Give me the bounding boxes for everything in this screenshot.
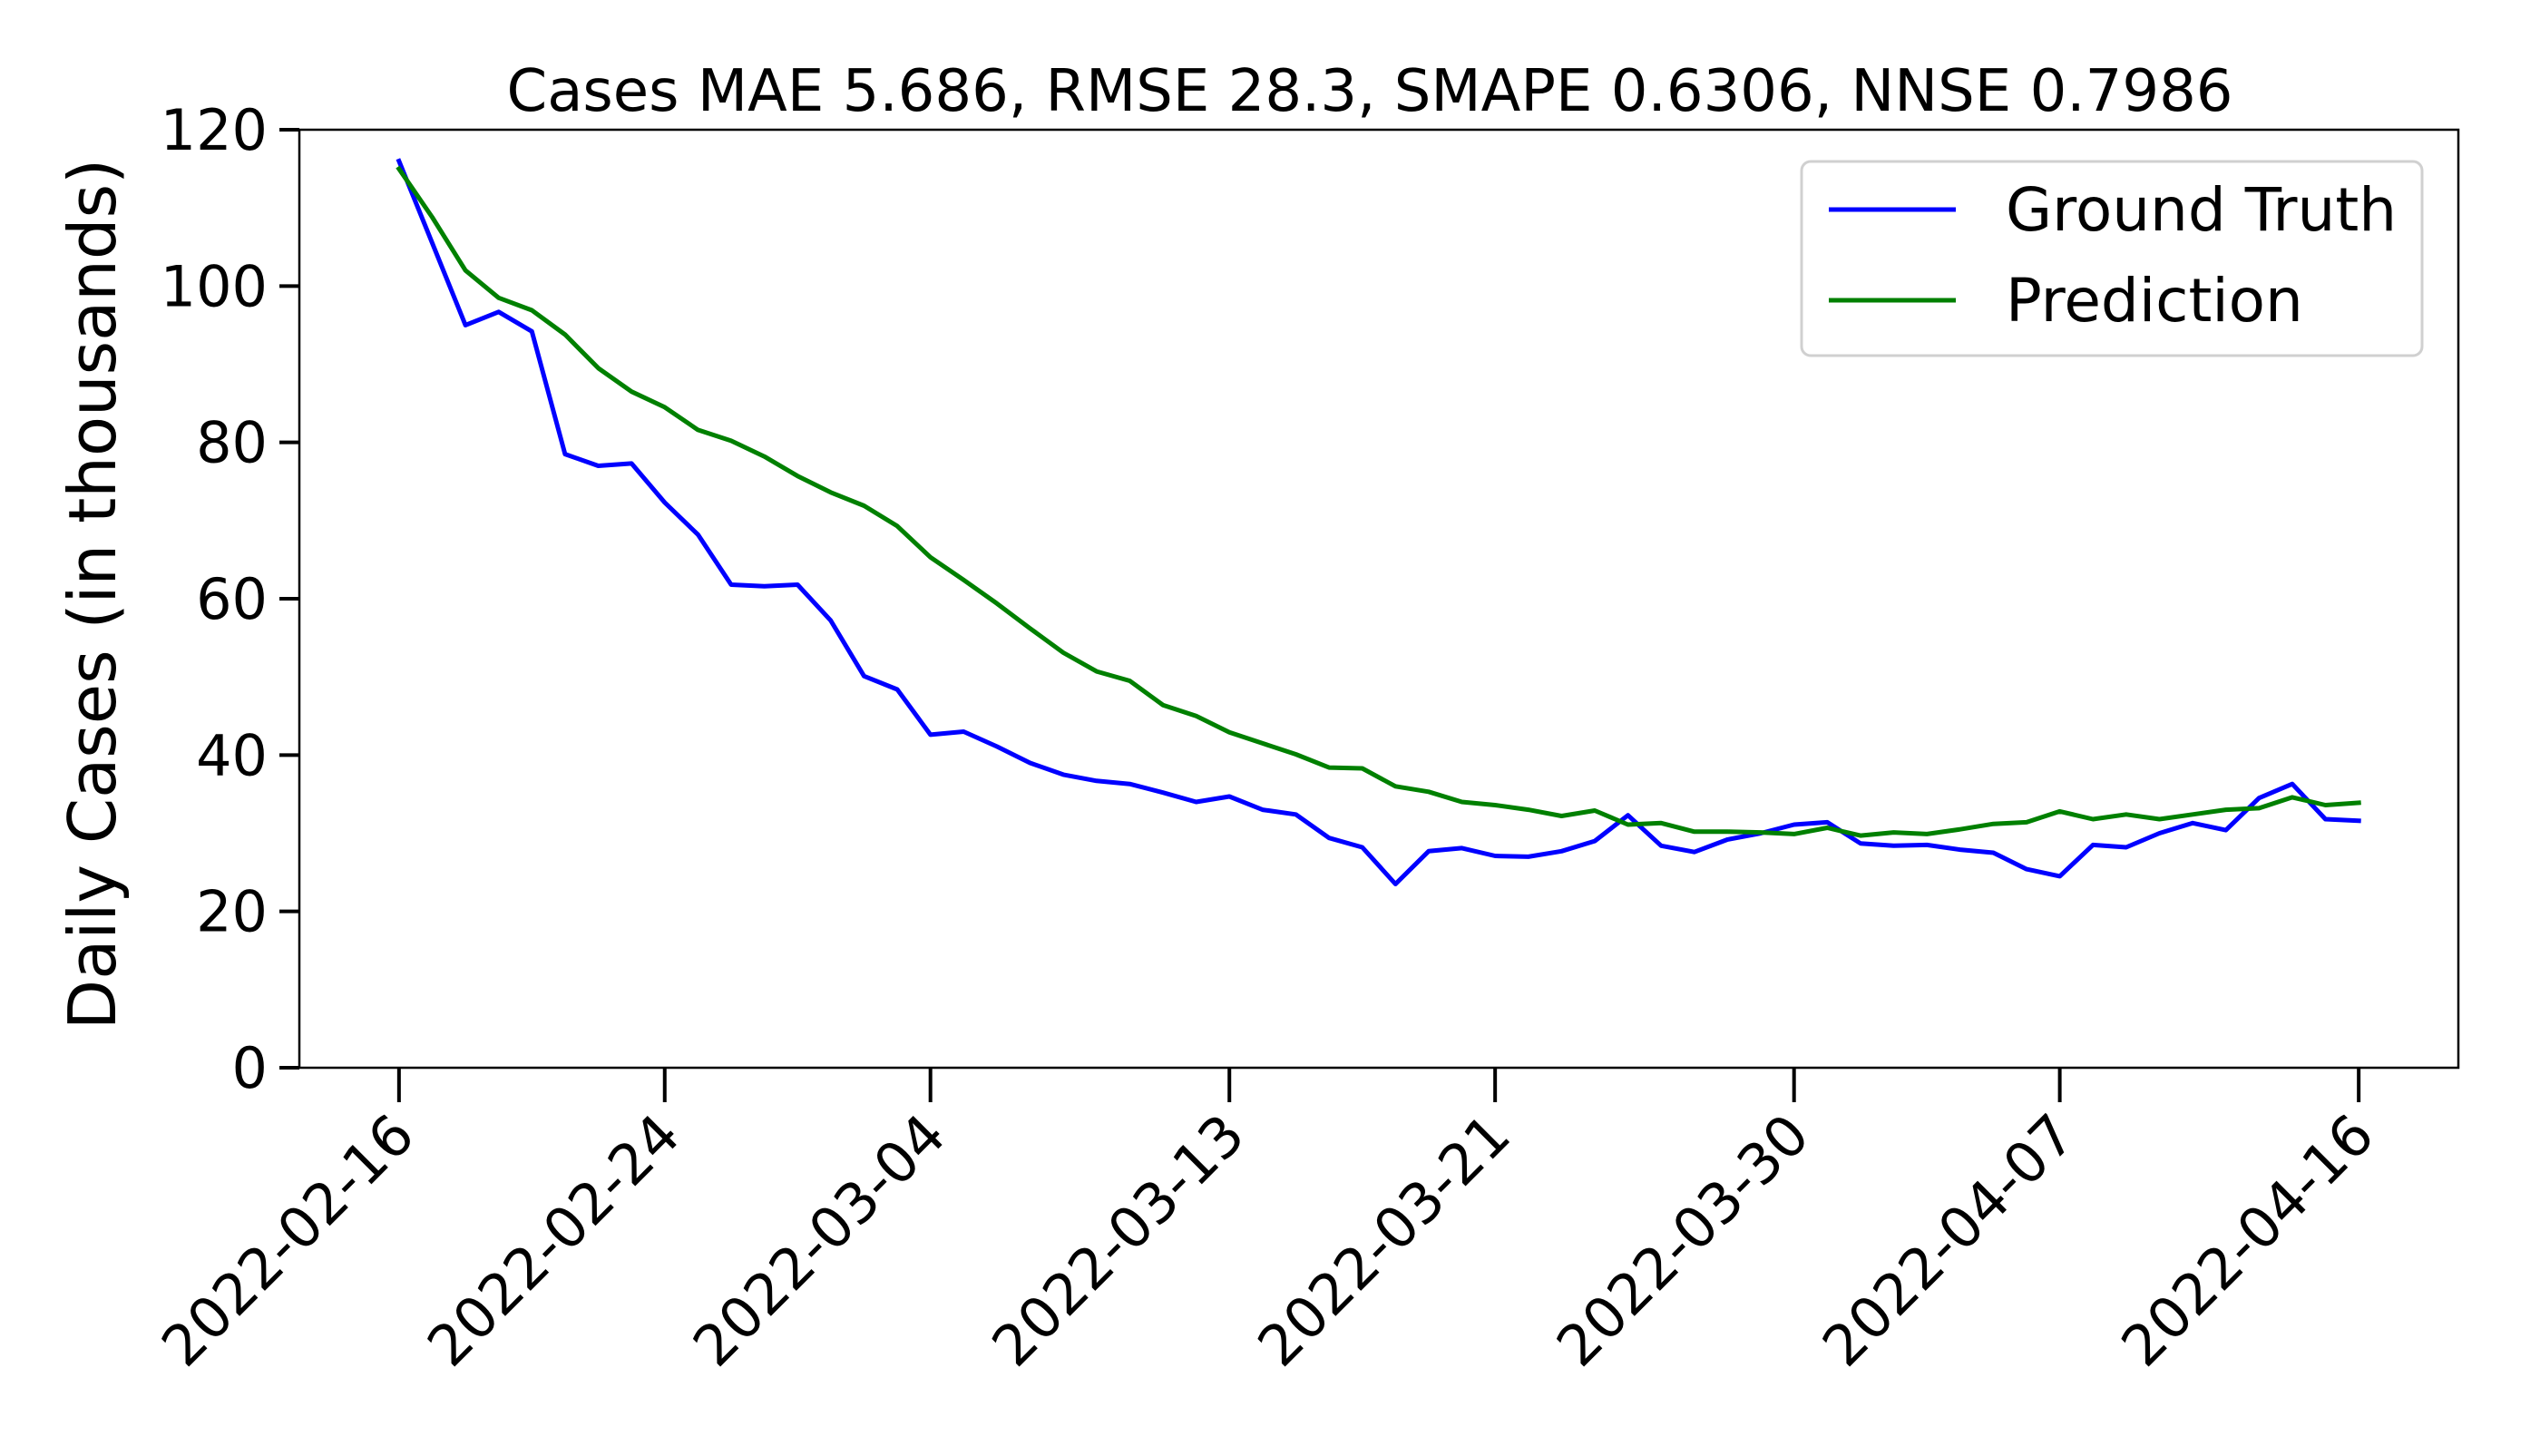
y-tick-label: 100 — [161, 253, 268, 319]
legend: Ground Truth Prediction — [1800, 160, 2424, 357]
y-tick-label: 120 — [161, 97, 268, 163]
legend-label: Prediction — [2006, 266, 2303, 336]
series-line-prediction — [396, 165, 2361, 838]
chart-title: Cases MAE 5.686, RMSE 28.3, SMAPE 0.6306… — [507, 58, 2233, 125]
y-tick-label: 0 — [232, 1035, 268, 1101]
series-line-ground-truth — [396, 158, 2361, 886]
y-axis-label: Daily Cases (in thousands) — [54, 159, 131, 1030]
y-tick-label: 80 — [196, 410, 268, 476]
legend-box — [1800, 160, 2424, 357]
legend-label: Ground Truth — [2006, 175, 2397, 245]
plot-area — [396, 158, 2361, 886]
y-tick-label: 60 — [196, 566, 268, 632]
y-tick-label: 40 — [196, 722, 268, 788]
y-tick-label: 20 — [196, 879, 268, 945]
